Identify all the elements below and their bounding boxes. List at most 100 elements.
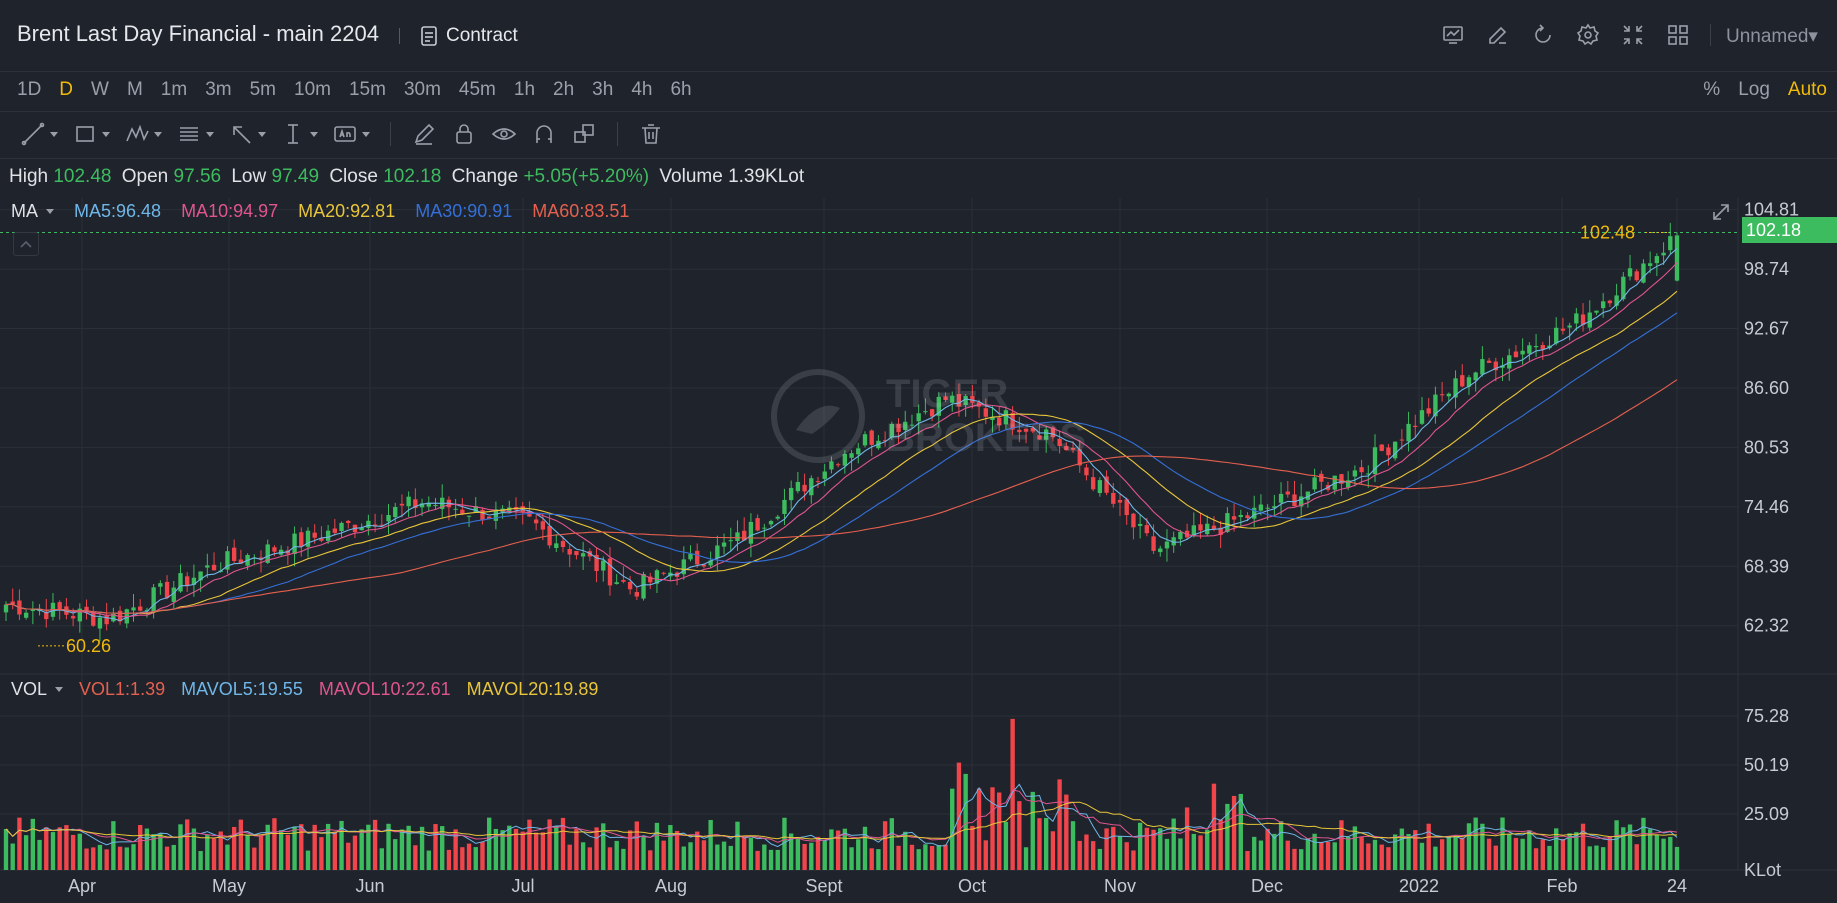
volume-bar <box>1406 834 1411 870</box>
contract-button[interactable]: Contract <box>420 24 518 48</box>
vol-legend-item: MAVOL20:19.89 <box>466 679 599 699</box>
volume-bar <box>366 824 371 870</box>
candle-body <box>1507 355 1512 369</box>
interval-1d[interactable]: 1D <box>17 79 42 100</box>
vol-indicator-dropdown[interactable]: VOL <box>11 679 64 700</box>
collapse-arrows-icon[interactable] <box>1620 22 1646 48</box>
interval-5m[interactable]: 5m <box>249 79 277 100</box>
interval-3m[interactable]: 3m <box>205 79 232 100</box>
candle-body <box>1265 507 1270 509</box>
candle-body <box>158 583 163 587</box>
volume-bar <box>299 824 304 870</box>
layout-name-dropdown[interactable]: Unnamed▾ <box>1726 26 1818 47</box>
candle-body <box>1439 394 1445 396</box>
volume-bar <box>1312 833 1317 870</box>
volume-bar <box>1560 839 1566 870</box>
volume-bar <box>117 846 123 870</box>
volume-bar <box>91 847 96 870</box>
candle-body <box>466 515 472 517</box>
interval-10m[interactable]: 10m <box>294 79 331 100</box>
ma-legend-item: MA5:96.48 <box>74 201 162 221</box>
interval-m[interactable]: M <box>126 79 143 100</box>
ma-legend-item: MA30:90.91 <box>415 201 513 221</box>
volume-bar <box>748 837 754 870</box>
text-tool[interactable] <box>332 121 370 147</box>
pattern-tool[interactable] <box>124 121 162 147</box>
interval-2h[interactable]: 2h <box>553 79 575 100</box>
candle-body <box>131 607 136 611</box>
candle-body <box>426 502 431 507</box>
fib-tool[interactable] <box>176 121 214 147</box>
date-axis-label: Dec <box>1251 876 1283 896</box>
interval-30m[interactable]: 30m <box>403 79 441 100</box>
interval-d[interactable]: D <box>59 79 74 100</box>
candle-body <box>473 506 478 513</box>
volume-bar <box>735 821 740 870</box>
interval-1m[interactable]: 1m <box>160 79 188 100</box>
volume-bar <box>768 849 774 870</box>
volume-bar <box>1567 833 1572 870</box>
candle-body <box>1218 527 1223 535</box>
draw-edit-icon[interactable] <box>1485 22 1511 48</box>
chart-template-icon[interactable] <box>1440 22 1466 48</box>
candle-body <box>1198 524 1203 531</box>
candle-body <box>896 423 901 433</box>
rectangle-tool[interactable] <box>72 121 110 147</box>
candle-body <box>1641 263 1646 283</box>
interval-4h[interactable]: 4h <box>631 79 653 100</box>
volume-bar <box>131 844 136 870</box>
volume-bar <box>1090 841 1096 870</box>
volume-bar <box>520 831 525 870</box>
interval-w[interactable]: W <box>91 79 109 100</box>
high-value: 102.48 <box>53 166 112 187</box>
candle-body <box>1225 513 1230 532</box>
measure-tool[interactable] <box>280 121 318 147</box>
volume-bar <box>822 841 827 870</box>
volume-bar <box>245 834 250 870</box>
percent-scale-button[interactable]: % <box>1703 79 1721 100</box>
candle-body <box>1117 499 1123 503</box>
collapse-legend-button[interactable] <box>13 232 39 256</box>
fullscreen-chart-button[interactable] <box>1709 200 1733 224</box>
volume-bar <box>486 817 492 870</box>
arrow-tool[interactable] <box>228 121 266 147</box>
date-axis-label: Aug <box>655 876 687 896</box>
candle-body <box>480 509 485 521</box>
log-scale-button[interactable]: Log <box>1738 79 1770 100</box>
grid-layout-icon[interactable] <box>1665 22 1691 48</box>
delete-tool[interactable] <box>638 121 664 147</box>
lock-tool[interactable] <box>451 121 477 147</box>
candle-body <box>1580 314 1586 325</box>
instrument-title[interactable]: Brent Last Day Financial - main 2204 <box>17 21 379 46</box>
volume-bar <box>1252 836 1257 870</box>
clone-tool[interactable] <box>571 121 597 147</box>
interval-3h[interactable]: 3h <box>592 79 614 100</box>
visibility-tool[interactable] <box>491 121 517 147</box>
gear-icon[interactable] <box>1575 22 1601 48</box>
magnet-tool[interactable] <box>531 121 557 147</box>
candle-body <box>1292 494 1297 507</box>
date-axis-label: Jun <box>355 876 384 896</box>
candle-body <box>533 519 539 524</box>
candle-body <box>1345 480 1351 488</box>
candle-body <box>1587 312 1592 328</box>
interval-6h[interactable]: 6h <box>670 79 692 100</box>
candle-body <box>339 522 344 532</box>
auto-scale-button[interactable]: Auto <box>1787 79 1827 100</box>
refresh-icon[interactable] <box>1530 22 1556 48</box>
candle-body <box>641 573 646 599</box>
candle-body <box>1245 515 1250 519</box>
pencil-tool[interactable] <box>411 121 437 147</box>
trend-line-tool[interactable] <box>20 121 58 147</box>
interval-15m[interactable]: 15m <box>348 79 386 100</box>
volume-bar <box>963 773 968 870</box>
volume-bar <box>218 831 223 870</box>
candle-body <box>191 577 197 585</box>
interval-45m[interactable]: 45m <box>458 79 496 100</box>
volume-bar <box>178 824 183 870</box>
volume-bar <box>1198 835 1203 870</box>
watermark-text-line2: BROKERS <box>886 416 1087 460</box>
ma-indicator-dropdown[interactable]: MA <box>11 201 54 222</box>
interval-1h[interactable]: 1h <box>513 79 536 100</box>
